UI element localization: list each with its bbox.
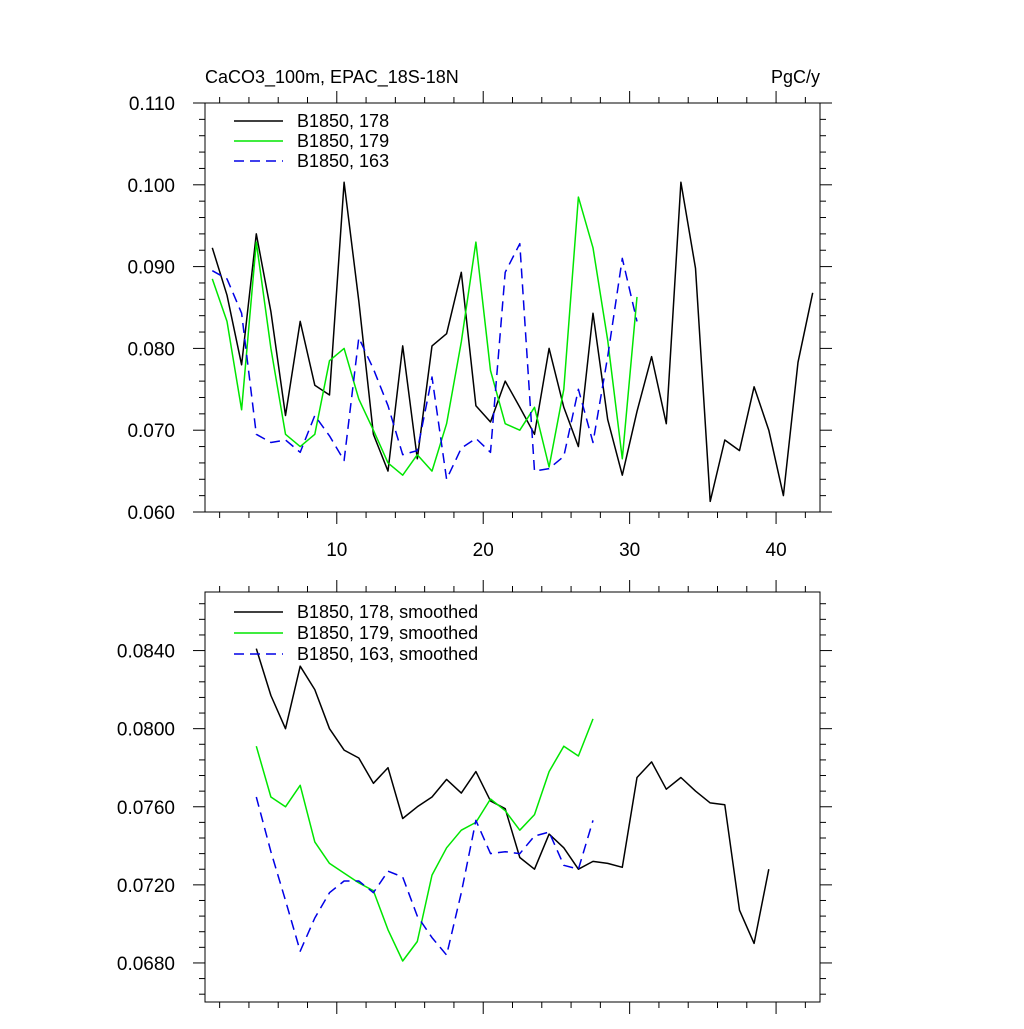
legend-label: B1850, 179 xyxy=(297,131,389,151)
legend-label: B1850, 163 xyxy=(297,151,389,171)
x-tick-label: 30 xyxy=(619,540,640,561)
x-tick-label: 40 xyxy=(766,540,787,561)
legend-label: B1850, 178 xyxy=(297,111,389,131)
top-axes: 10 20 30 40 0.060 0.070 0.080 0.090 0.100 0.110 xyxy=(127,91,832,561)
top-series-lines xyxy=(211,181,814,503)
y-tick-label: 0.0680 xyxy=(117,954,175,975)
y-tick-label: 0.070 xyxy=(127,421,175,442)
bottom-panel: 0.0680 0.0720 0.0760 0.0800 0.0840 B1850, 17… xyxy=(117,580,832,1014)
bottom-axes: 0.0680 0.0720 0.0760 0.0800 0.0840 xyxy=(117,580,832,1014)
top-series-line-2 xyxy=(211,196,638,476)
y-tick-label: 0.060 xyxy=(127,503,175,524)
chart-title: CaCO3_100m, EPAC_18S-18N xyxy=(205,67,459,88)
bottom-series-line-2 xyxy=(255,718,594,962)
bottom-series-line-3 xyxy=(255,796,594,956)
legend-label: B1850, 178, smoothed xyxy=(297,602,478,622)
y-tick-label: 0.0840 xyxy=(117,642,175,663)
chart-units: PgC/y xyxy=(771,67,820,87)
legend-label: B1850, 179, smoothed xyxy=(297,623,478,643)
top-series-line-3 xyxy=(211,242,638,481)
x-tick-label: 10 xyxy=(326,540,347,561)
top-series-line-1 xyxy=(211,181,814,503)
y-tick-label: 0.090 xyxy=(127,258,175,279)
y-tick-label: 0.0720 xyxy=(117,876,175,897)
y-tick-label: 0.0760 xyxy=(117,798,175,819)
bottom-series-lines xyxy=(255,648,770,962)
bottom-series-line-1 xyxy=(255,648,770,945)
y-tick-label: 0.110 xyxy=(129,94,175,115)
x-tick-label: 20 xyxy=(473,540,494,561)
y-tick-label: 0.0800 xyxy=(117,720,175,741)
y-tick-label: 0.100 xyxy=(127,176,175,197)
y-tick-label: 0.080 xyxy=(127,339,175,360)
top-panel: CaCO3_100m, EPAC_18S-18N PgC/y 10 20 30 40 0… xyxy=(127,67,832,561)
legend-label: B1850, 163, smoothed xyxy=(297,644,478,664)
